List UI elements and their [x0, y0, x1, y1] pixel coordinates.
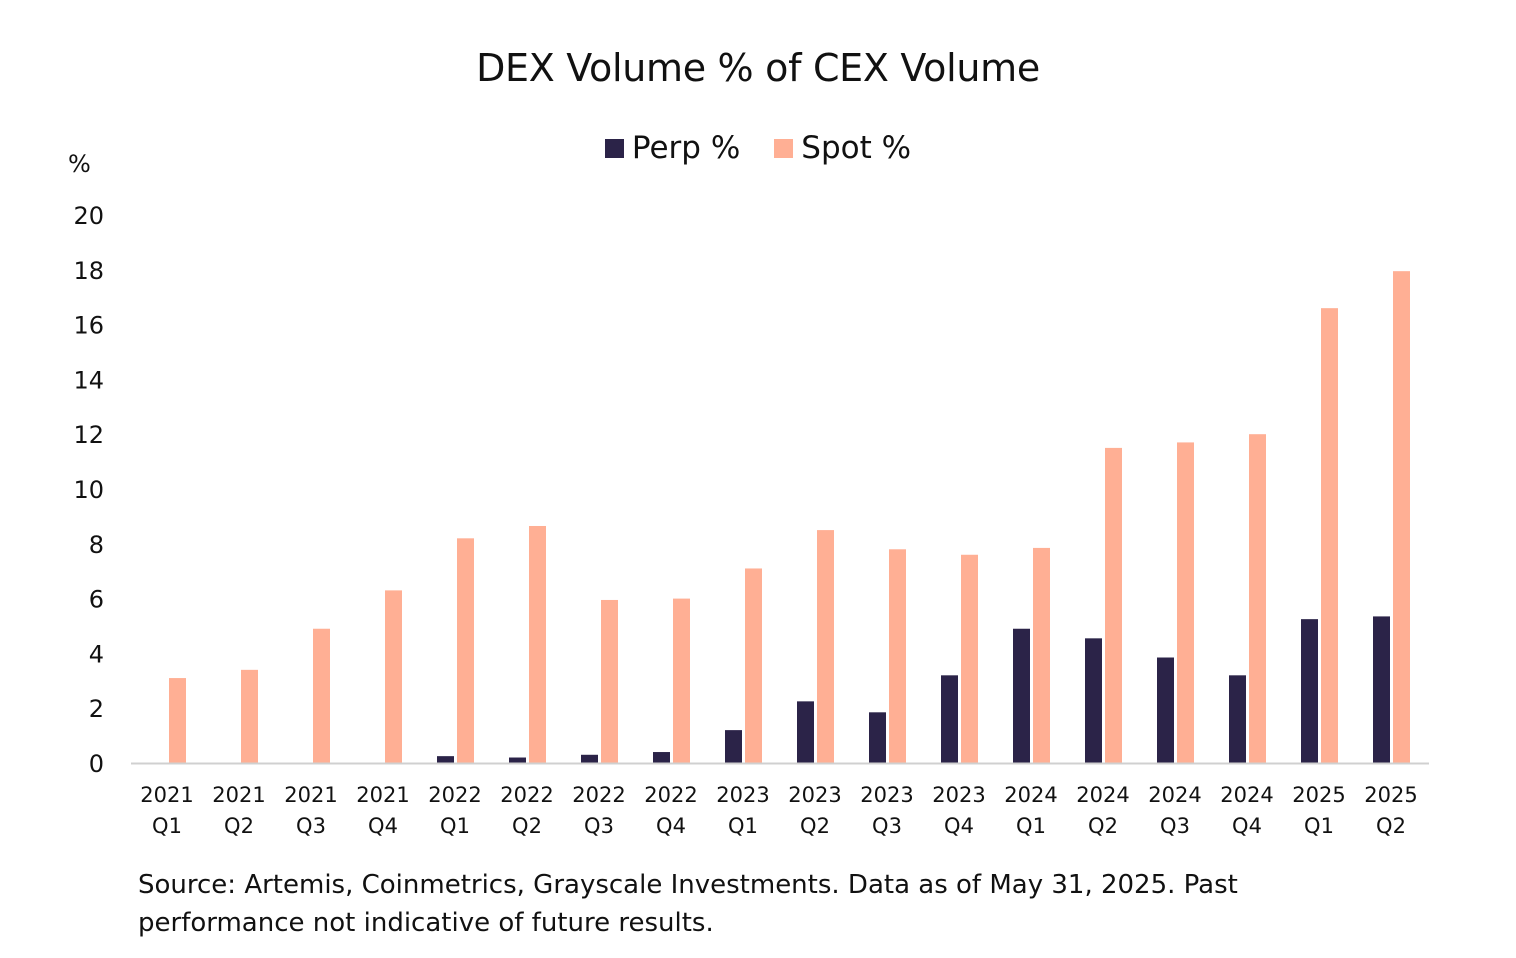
- bar-perp-2024-q4: [1229, 675, 1246, 763]
- x-tick-label-year: 2023: [860, 783, 913, 807]
- x-tick-label-year: 2021: [356, 783, 409, 807]
- bar-spot-2024-q4: [1249, 434, 1266, 763]
- bar-perp-2023-q2: [797, 701, 814, 763]
- x-tick-label-quarter: Q4: [656, 814, 686, 838]
- x-tick-label-year: 2025: [1292, 783, 1345, 807]
- x-tick-label-year: 2022: [572, 783, 625, 807]
- bar-spot-2021-q3: [313, 628, 330, 763]
- x-tick-label-quarter: Q2: [1376, 814, 1406, 838]
- bar-perp-2025-q2: [1373, 616, 1390, 763]
- y-tick-label: 12: [73, 421, 104, 449]
- x-tick-label-quarter: Q4: [368, 814, 398, 838]
- x-tick-label-quarter: Q4: [1232, 814, 1262, 838]
- x-tick-label-quarter: Q4: [944, 814, 974, 838]
- bar-spot-2021-q4: [385, 590, 402, 763]
- bar-perp-2022-q3: [581, 754, 598, 763]
- bar-spot-2021-q2: [241, 669, 258, 763]
- x-tick-label-year: 2022: [500, 783, 553, 807]
- chart-title: DEX Volume % of CEX Volume: [476, 46, 1040, 90]
- bar-perp-2023-q3: [869, 712, 886, 763]
- x-tick-label-quarter: Q1: [152, 814, 182, 838]
- y-tick-label: 20: [73, 202, 104, 230]
- bar-spot-2022-q3: [601, 599, 618, 763]
- bar-spot-2024-q3: [1177, 442, 1194, 763]
- legend-label-perp: Perp %: [631, 130, 741, 166]
- x-tick-label-year: 2021: [212, 783, 265, 807]
- bar-perp-2024-q1: [1013, 628, 1030, 763]
- x-tick-label-quarter: Q3: [296, 814, 326, 838]
- x-tick-label-year: 2024: [1004, 783, 1057, 807]
- y-axis-unit-label: %: [68, 150, 91, 178]
- x-tick-label-quarter: Q2: [224, 814, 254, 838]
- y-tick-label: 18: [73, 257, 104, 285]
- bar-spot-2025-q1: [1321, 308, 1338, 763]
- x-tick-label-quarter: Q3: [872, 814, 902, 838]
- bar-spot-2022-q4: [673, 598, 690, 763]
- x-tick-label-year: 2024: [1220, 783, 1273, 807]
- x-tick-label-quarter: Q3: [1160, 814, 1190, 838]
- bar-spot-2022-q2: [529, 525, 546, 763]
- bar-spot-2023-q4: [961, 554, 978, 763]
- bar-spot-2021-q1: [169, 678, 186, 763]
- y-tick-label: 2: [89, 695, 104, 723]
- bar-spot-2024-q1: [1033, 547, 1050, 763]
- y-tick-label: 14: [73, 366, 104, 394]
- legend-item-perp: Perp %: [604, 130, 741, 166]
- y-tick-label: 4: [89, 640, 104, 668]
- bar-spot-2024-q2: [1105, 447, 1122, 763]
- bar-spot-2022-q1: [457, 538, 474, 763]
- x-tick-label-year: 2021: [140, 783, 193, 807]
- y-tick-label: 16: [73, 312, 104, 340]
- bar-spot-2023-q3: [889, 549, 906, 763]
- x-tick-label-quarter: Q2: [1088, 814, 1118, 838]
- y-tick-label: 6: [89, 586, 104, 614]
- source-note: Source: Artemis, Coinmetrics, Grayscale …: [138, 870, 1238, 938]
- bar-perp-2022-q2: [509, 757, 526, 763]
- legend-item-spot: Spot %: [774, 130, 911, 166]
- y-tick-label: 10: [73, 476, 104, 504]
- y-tick-label: 0: [89, 750, 104, 778]
- x-tick-label-quarter: Q1: [1016, 814, 1046, 838]
- x-tick-label-quarter: Q3: [584, 814, 614, 838]
- x-tick-label-year: 2024: [1076, 783, 1129, 807]
- bar-spot-2023-q1: [745, 568, 762, 763]
- legend-swatch-spot: [774, 138, 794, 158]
- x-tick-label-year: 2023: [788, 783, 841, 807]
- bar-spot-2023-q2: [817, 530, 834, 763]
- bar-perp-2024-q2: [1085, 638, 1102, 763]
- bar-perp-2023-q1: [725, 730, 742, 763]
- x-tick-label-quarter: Q1: [728, 814, 758, 838]
- x-tick-label-year: 2022: [428, 783, 481, 807]
- bar-perp-2025-q1: [1301, 619, 1318, 763]
- x-tick-label-quarter: Q1: [1304, 814, 1334, 838]
- bar-perp-2022-q4: [653, 752, 670, 763]
- y-tick-label: 8: [89, 531, 104, 559]
- x-tick-label-year: 2021: [284, 783, 337, 807]
- x-tick-label-year: 2024: [1148, 783, 1201, 807]
- bar-perp-2022-q1: [437, 756, 454, 763]
- legend-swatch-perp: [604, 138, 624, 158]
- bar-perp-2024-q3: [1157, 657, 1174, 763]
- x-tick-label-year: 2023: [932, 783, 985, 807]
- x-tick-label-quarter: Q2: [512, 814, 542, 838]
- legend: Perp % Spot %: [0, 130, 1516, 166]
- bar-spot-2025-q2: [1393, 271, 1410, 763]
- x-tick-label-quarter: Q2: [800, 814, 830, 838]
- x-tick-label-year: 2025: [1364, 783, 1417, 807]
- x-tick-label-year: 2023: [716, 783, 769, 807]
- legend-label-spot: Spot %: [801, 130, 912, 166]
- bar-perp-2023-q4: [941, 675, 958, 763]
- x-tick-label-quarter: Q1: [440, 814, 470, 838]
- x-tick-label-year: 2022: [644, 783, 697, 807]
